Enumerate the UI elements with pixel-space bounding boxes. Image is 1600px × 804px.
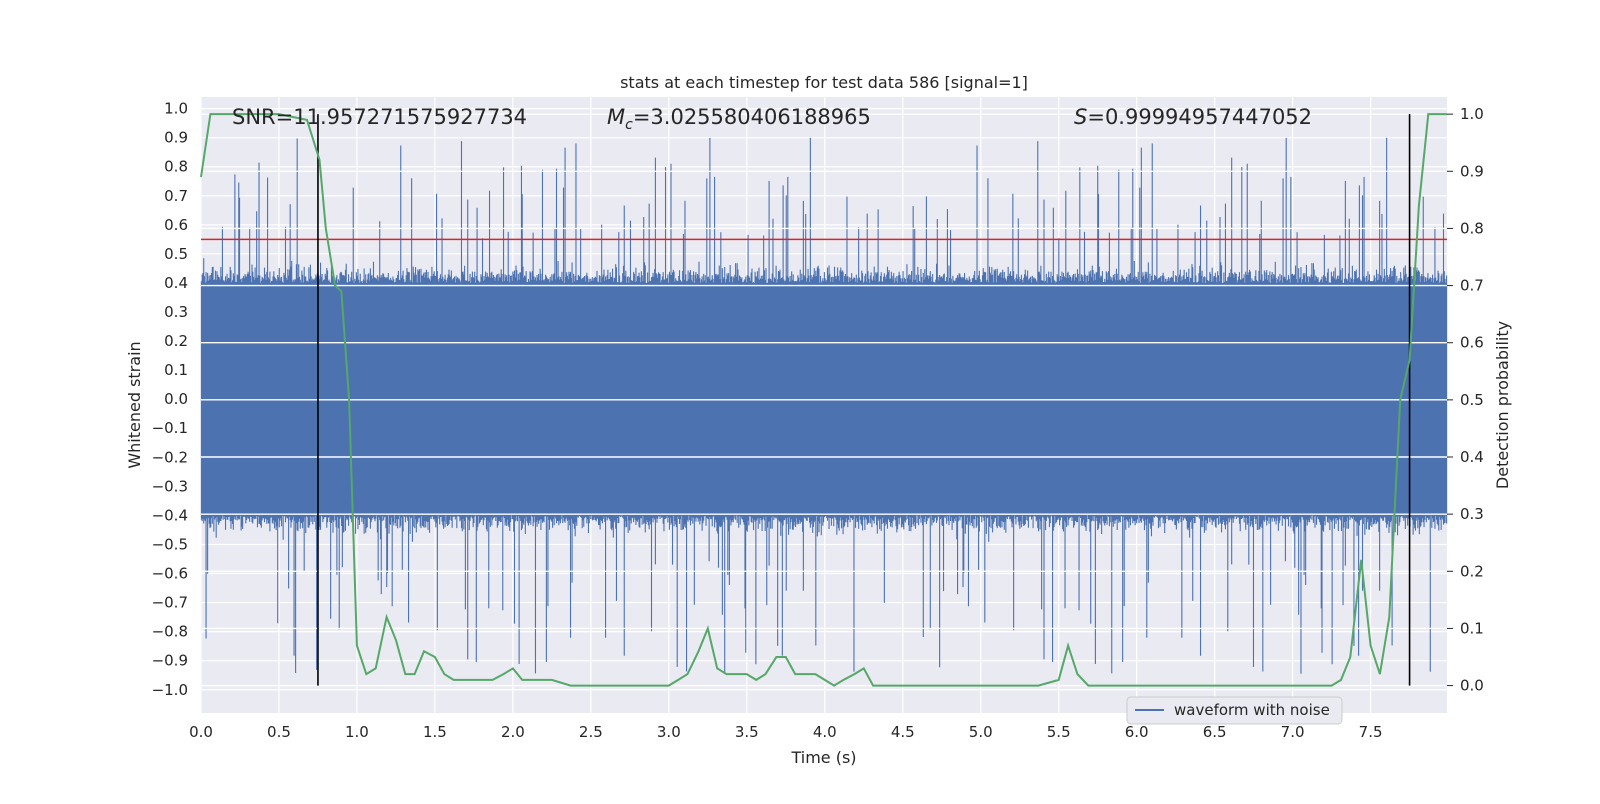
- chirp-mass-annotation: Mc=3.025580406188965: [607, 105, 871, 133]
- y-left-tick-label: 0.3: [164, 303, 188, 321]
- y-left-tick-label: 0.2: [164, 332, 188, 350]
- y-left-tick-label: 0.9: [164, 129, 188, 147]
- y-axis-left-label: Whitened strain: [125, 341, 144, 468]
- x-tick-label: 0.0: [189, 723, 213, 741]
- x-tick-label: 3.0: [657, 723, 681, 741]
- x-axis-ticks: 0.0 0.5 1.0 1.5 2.0 2.5 3.0 3.5 4.0 4.5 5.0 5.5 6.0 6…: [189, 723, 1382, 741]
- x-tick-label: 3.5: [735, 723, 759, 741]
- x-tick-label: 5.0: [969, 723, 993, 741]
- y-left-tick-label: −0.5: [152, 535, 188, 553]
- y-right-tick-label: 0.6: [1460, 334, 1484, 352]
- legend-label: waveform with noise: [1174, 701, 1330, 719]
- y-axis-right-label: Detection probability: [1493, 321, 1512, 489]
- y-left-tick-label: −0.1: [152, 419, 188, 437]
- score-annotation: S=0.99994957447052: [1074, 105, 1312, 129]
- x-tick-label: 2.0: [501, 723, 525, 741]
- x-tick-label: 4.5: [891, 723, 915, 741]
- x-tick-label: 4.0: [813, 723, 837, 741]
- y-right-tick-label: 0.7: [1460, 277, 1484, 295]
- y-left-tick-label: −0.8: [152, 623, 188, 641]
- y-left-tick-label: −0.4: [152, 506, 188, 524]
- legend-box: [1126, 696, 1343, 725]
- y-right-tick-label: 0.8: [1460, 219, 1484, 237]
- y-right-tick-label: 0.3: [1460, 505, 1484, 523]
- x-tick-label: 1.0: [345, 723, 369, 741]
- y-right-tick-label: 0.4: [1460, 448, 1484, 466]
- y-axis-right-ticks: 1.0 0.9 0.8 0.7 0.6 0.5 0.4 0.3 0.2 0.1 0.0: [1447, 105, 1484, 695]
- y-left-tick-label: 0.4: [164, 274, 188, 292]
- probability-line: [200, 113, 1447, 687]
- y-left-tick-label: 0.7: [164, 187, 188, 205]
- x-tick-label: 1.5: [423, 723, 447, 741]
- y-right-tick-label: 0.1: [1460, 619, 1484, 637]
- y-right-tick-label: 0.0: [1460, 677, 1484, 695]
- chart-title: stats at each timestep for test data 586…: [620, 73, 1028, 92]
- x-tick-label: 6.5: [1203, 723, 1227, 741]
- y-left-tick-label: −0.6: [152, 565, 188, 583]
- x-tick-label: 7.5: [1359, 723, 1383, 741]
- y-left-tick-label: 0.1: [164, 361, 188, 379]
- y-left-tick-label: 0.5: [164, 245, 188, 263]
- y-right-tick-label: 0.5: [1460, 391, 1484, 409]
- legend: waveform with noise: [1126, 696, 1343, 725]
- y-left-tick-label: −0.3: [152, 477, 188, 495]
- y-left-tick-label: −0.7: [152, 594, 188, 612]
- x-tick-label: 2.5: [579, 723, 603, 741]
- y-left-tick-label: 0.0: [164, 390, 188, 408]
- y-left-tick-label: −0.9: [152, 652, 188, 670]
- y-right-tick-label: 0.2: [1460, 562, 1484, 580]
- y-right-tick-label: 0.9: [1460, 162, 1484, 180]
- snr-annotation: SNR=11.957271575927734: [232, 105, 527, 129]
- y-left-tick-label: 1.0: [164, 100, 188, 118]
- x-tick-label: 0.5: [267, 723, 291, 741]
- overlay-layer: [201, 113, 1447, 687]
- x-tick-label: 5.5: [1047, 723, 1071, 741]
- y-left-tick-label: −1.0: [152, 681, 188, 699]
- y-left-tick-label: 0.6: [164, 216, 188, 234]
- y-right-tick-label: 1.0: [1460, 105, 1484, 123]
- y-axis-left-ticks: 1.0 0.9 0.8 0.7 0.6 0.5 0.4 0.3 0.2 0.1 0.0 −0.1 −0.…: [152, 100, 188, 699]
- y-left-tick-label: 0.8: [164, 158, 188, 176]
- probability-series: [200, 113, 1447, 687]
- x-tick-label: 7.0: [1281, 723, 1305, 741]
- y-left-tick-label: −0.2: [152, 448, 188, 466]
- x-tick-label: 6.0: [1125, 723, 1149, 741]
- x-axis-label: Time (s): [790, 748, 856, 767]
